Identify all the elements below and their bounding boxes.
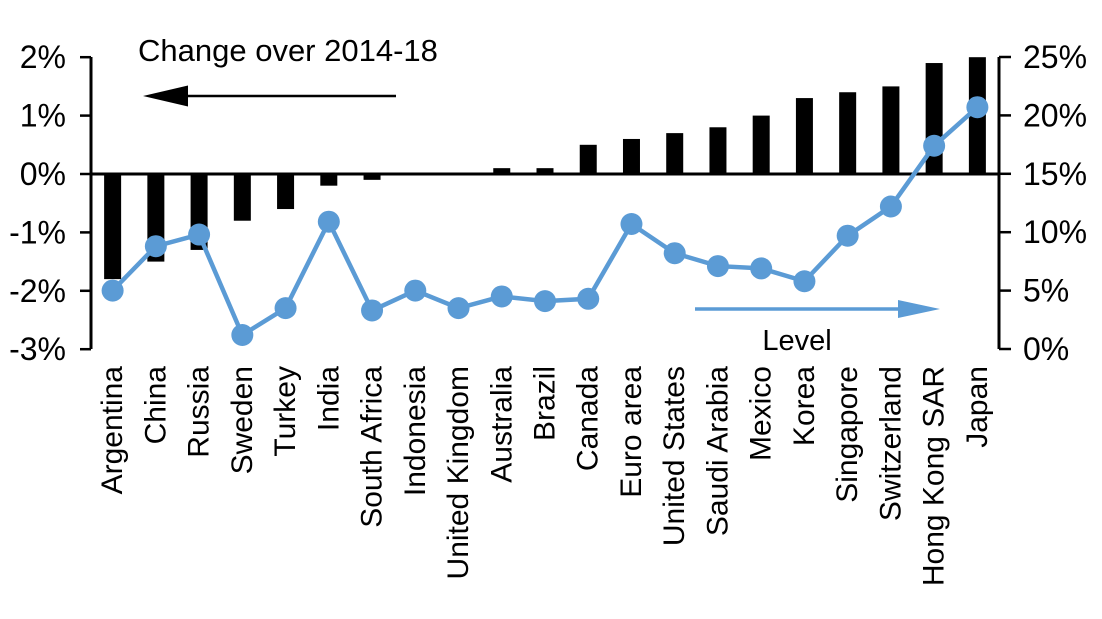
- change-bar: [709, 127, 727, 174]
- x-axis-label: Hong Kong SAR: [918, 366, 951, 586]
- change-bar: [320, 174, 338, 186]
- x-axis-label: Canada: [572, 366, 605, 471]
- x-axis-label: Australia: [485, 366, 518, 483]
- x-axis-label: South Africa: [356, 366, 389, 528]
- x-axis-label: Brazil: [529, 366, 562, 441]
- level-dot: [404, 279, 427, 302]
- change-bar: [277, 174, 295, 210]
- level-dot: [447, 297, 470, 320]
- level-dot: [231, 323, 254, 346]
- x-axis-label: Japan: [961, 366, 994, 448]
- right-axis-tick-label: 0%: [1023, 331, 1069, 367]
- right-axis-tick-label: 25%: [1023, 39, 1087, 75]
- x-axis-label: Mexico: [745, 366, 778, 461]
- level-dot: [836, 224, 859, 247]
- level-dot: [577, 287, 600, 310]
- level-dot: [144, 235, 167, 258]
- change-bar: [493, 168, 511, 174]
- x-axis-label: Turkey: [269, 366, 302, 457]
- level-dot: [101, 279, 124, 302]
- right-axis-tick-label: 10%: [1023, 214, 1087, 250]
- left-axis-tick-label: 0%: [20, 156, 66, 192]
- level-dot: [923, 134, 946, 157]
- bar-series-label: Change over 2014-18: [138, 33, 438, 68]
- change-bar: [104, 174, 122, 280]
- x-axis-label: Singapore: [831, 366, 864, 503]
- change-bar: [839, 92, 857, 174]
- change-bar: [795, 98, 813, 174]
- level-dot: [663, 242, 686, 265]
- x-axis-label: Saudi Arabia: [701, 366, 734, 536]
- change-bar: [579, 144, 597, 174]
- change-bar: [233, 174, 251, 221]
- level-dot: [879, 195, 902, 218]
- change-bar: [536, 168, 554, 174]
- level-dot: [317, 210, 340, 233]
- right-arrow-icon: [898, 300, 940, 318]
- change-bar: [752, 115, 770, 174]
- x-axis-label: Korea: [788, 366, 821, 446]
- x-axis-label: United Kingdom: [442, 366, 475, 579]
- x-axis-label: Switzerland: [874, 366, 907, 521]
- level-dot: [490, 285, 513, 308]
- level-dot: [620, 213, 643, 236]
- left-axis-tick-label: -2%: [9, 273, 66, 309]
- left-axis-tick-label: -3%: [9, 331, 66, 367]
- x-axis-label: Sweden: [226, 366, 259, 474]
- level-dot: [793, 270, 816, 293]
- x-axis-label: Indonesia: [399, 366, 432, 496]
- level-dot: [274, 297, 297, 320]
- change-bar: [666, 133, 684, 174]
- x-axis-label: India: [312, 366, 345, 431]
- x-axis-label: Euro area: [615, 366, 648, 498]
- x-axis-label: Argentina: [96, 366, 129, 495]
- right-axis-tick-label: 5%: [1023, 273, 1069, 309]
- right-axis-tick-label: 20%: [1023, 97, 1087, 133]
- level-dot: [361, 299, 384, 322]
- change-bar: [363, 174, 381, 180]
- line-series-label: Level: [762, 325, 832, 357]
- x-axis-label: Russia: [183, 366, 216, 458]
- left-axis-tick-label: 1%: [20, 98, 66, 134]
- left-axis-tick-label: 2%: [20, 39, 66, 75]
- x-axis-label: China: [139, 366, 172, 445]
- change-bar: [622, 138, 640, 174]
- x-axis-label: United States: [658, 366, 691, 546]
- left-arrow-icon: [143, 85, 188, 107]
- level-dot: [966, 96, 989, 119]
- right-axis-tick-label: 15%: [1023, 156, 1087, 192]
- level-dot: [750, 257, 773, 280]
- level-dot: [706, 255, 729, 278]
- level-dot: [188, 223, 211, 246]
- change-bar: [882, 86, 900, 174]
- level-dot: [534, 290, 556, 313]
- left-axis-tick-label: -1%: [9, 214, 66, 250]
